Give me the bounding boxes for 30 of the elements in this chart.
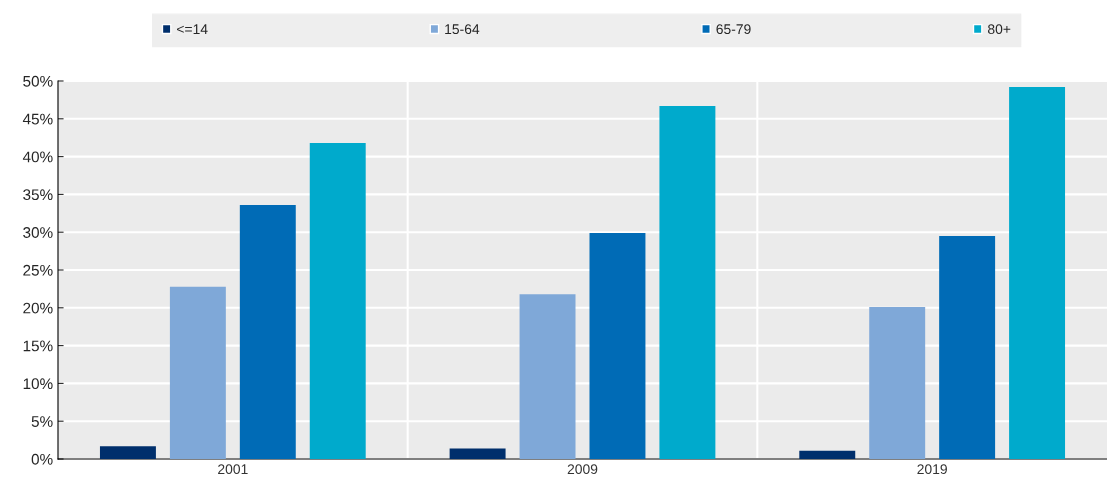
bar xyxy=(449,448,506,459)
bar xyxy=(589,232,646,459)
y-tick-label: 15% xyxy=(23,340,53,352)
y-tick-label: 20% xyxy=(23,302,53,314)
y-tick-label: 35% xyxy=(23,189,53,201)
y-tick-label: 10% xyxy=(23,378,53,390)
bar xyxy=(939,235,996,459)
y-tick-label: 0% xyxy=(31,453,53,465)
bar xyxy=(239,204,296,459)
bar xyxy=(1009,87,1066,459)
bar xyxy=(169,286,226,459)
y-tick-label: 25% xyxy=(23,264,53,276)
bar xyxy=(799,450,856,459)
legend-label: <=14 xyxy=(177,24,208,34)
y-tick-label: 5% xyxy=(31,416,53,427)
y-tick-label: 50% xyxy=(23,75,53,87)
y-tick-label: 40% xyxy=(22,151,53,163)
bar xyxy=(659,105,716,459)
legend-label: 15-64 xyxy=(445,24,480,35)
y-tick-label: 45% xyxy=(22,113,53,125)
bar xyxy=(519,294,576,459)
legend-label: 65-79 xyxy=(716,24,751,35)
x-tick-label: 2001 xyxy=(218,464,248,475)
bar xyxy=(309,142,366,459)
y-tick-label: 30% xyxy=(23,227,53,238)
x-tick-label: 2009 xyxy=(567,464,598,475)
bar xyxy=(99,446,156,459)
x-tick-label: 2019 xyxy=(917,464,947,475)
legend-label: 80+ xyxy=(988,24,1011,35)
bar xyxy=(869,307,926,459)
